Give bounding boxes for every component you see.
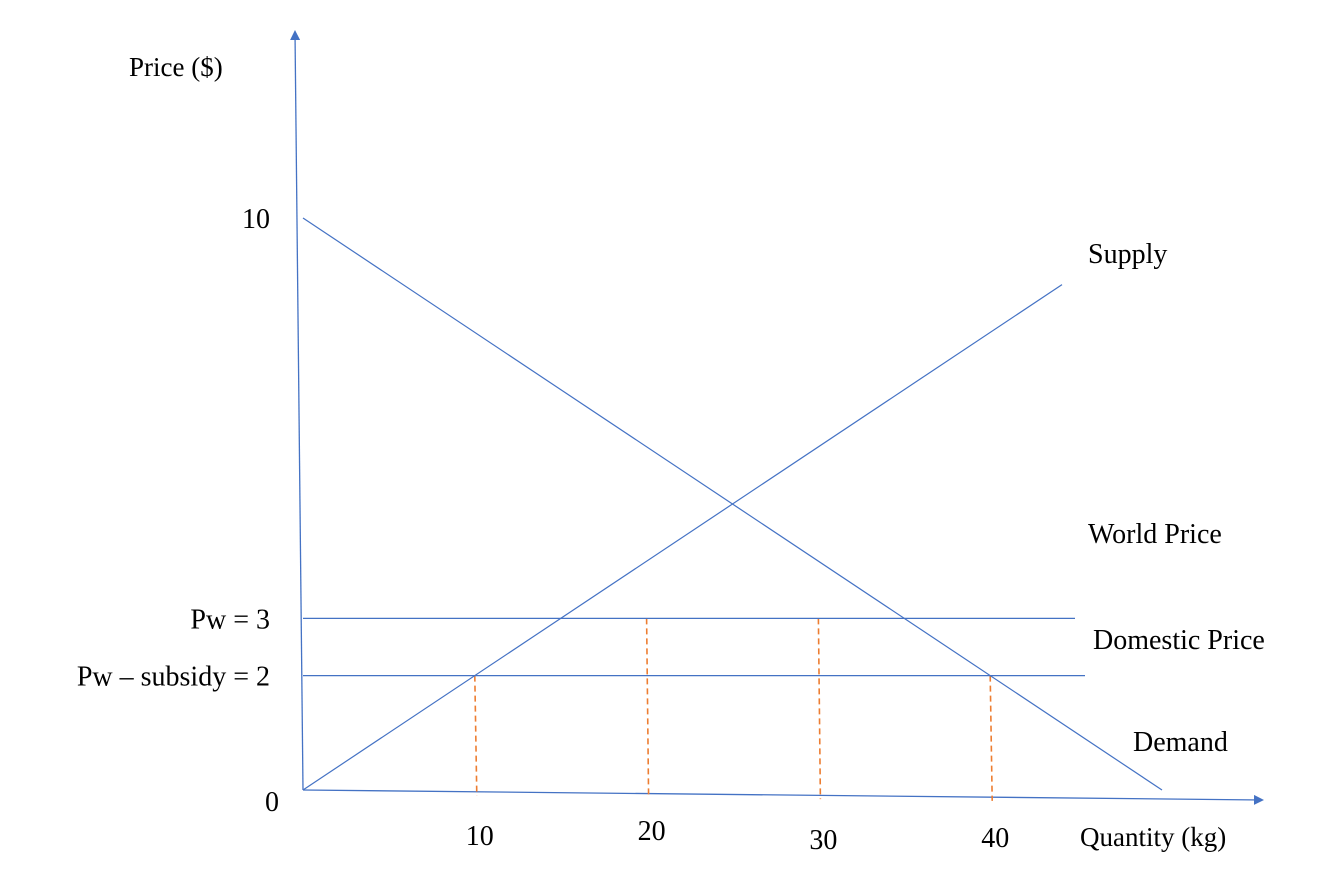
y-tick-label: Pw = 3 <box>190 604 270 635</box>
x-tick-label: 40 <box>981 823 1009 854</box>
y-tick-label: Pw – subsidy = 2 <box>77 662 270 693</box>
guide-line-20 <box>645 618 650 798</box>
demand-line <box>302 217 1163 791</box>
y-axis <box>290 30 304 791</box>
supply-label: Supply <box>1088 239 1167 270</box>
series-labels: Supply Demand World Price Domestic Price <box>1088 239 1265 758</box>
supply-line <box>302 284 1063 791</box>
world-price-label: World Price <box>1088 519 1222 550</box>
guide-line-40 <box>989 675 993 801</box>
guide-line-10 <box>474 675 478 796</box>
y-tick-labels: 10 Pw = 3 Pw – subsidy = 2 <box>77 204 270 693</box>
domestic-price-label: Domestic Price <box>1093 625 1265 656</box>
y-tick-label: 10 <box>242 204 270 235</box>
series-lines <box>302 217 1163 791</box>
x-tick-labels: 10 20 30 40 <box>466 816 1009 856</box>
origin-label: 0 <box>265 787 279 818</box>
x-axis-title: Quantity (kg) <box>1080 822 1226 852</box>
x-tick-label: 10 <box>466 821 494 852</box>
y-axis-title: Price ($) <box>129 52 223 82</box>
demand-label: Demand <box>1133 727 1228 758</box>
x-tick-label: 30 <box>809 825 837 856</box>
guide-lines <box>474 618 993 801</box>
guide-line-30 <box>817 618 822 800</box>
x-tick-label: 20 <box>638 816 666 847</box>
x-axis <box>302 789 1264 805</box>
